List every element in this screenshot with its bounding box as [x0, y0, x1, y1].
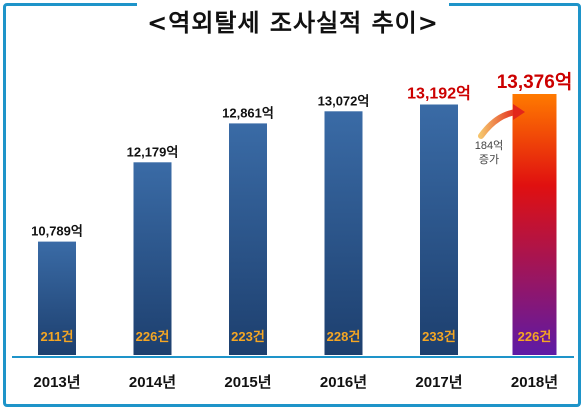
value-label-3: 13,072억 [318, 93, 370, 108]
value-label-1: 12,179억 [127, 144, 179, 159]
case-label-0: 211건 [41, 329, 74, 344]
value-label-0: 10,789억 [31, 224, 83, 239]
increase-amount: 184억 [475, 139, 503, 152]
chart-title-wrap: <역외탈세 조사실적 추이> [0, 0, 586, 40]
case-label-1: 226건 [136, 329, 170, 344]
category-label-0: 2013년 [33, 374, 80, 391]
case-label-5: 226건 [518, 329, 552, 344]
bar-0 [38, 241, 76, 355]
chart-title: <역외탈세 조사실적 추이> [137, 2, 449, 38]
category-label-1: 2014년 [129, 374, 176, 391]
increase-arrowhead [513, 104, 525, 120]
category-label-4: 2017년 [415, 374, 462, 391]
case-label-3: 228건 [327, 329, 361, 344]
value-label-2: 12,861억 [222, 105, 274, 120]
chart-frame [3, 3, 581, 407]
bar-3 [324, 111, 363, 355]
category-label-2: 2015년 [224, 374, 271, 391]
value-label-5: 13,376억 [497, 71, 573, 93]
value-label-4: 13,192억 [407, 84, 471, 103]
bar-4 [420, 104, 458, 355]
case-label-4: 233건 [422, 329, 456, 344]
case-label-2: 223건 [231, 329, 265, 344]
bar-1 [133, 162, 172, 355]
category-label-3: 2016년 [320, 374, 367, 391]
category-label-5: 2018년 [511, 374, 558, 391]
bar-2 [229, 123, 267, 356]
increase-arrow [478, 109, 520, 139]
bar-5 [512, 94, 557, 355]
increase-word: 증가 [479, 153, 499, 166]
